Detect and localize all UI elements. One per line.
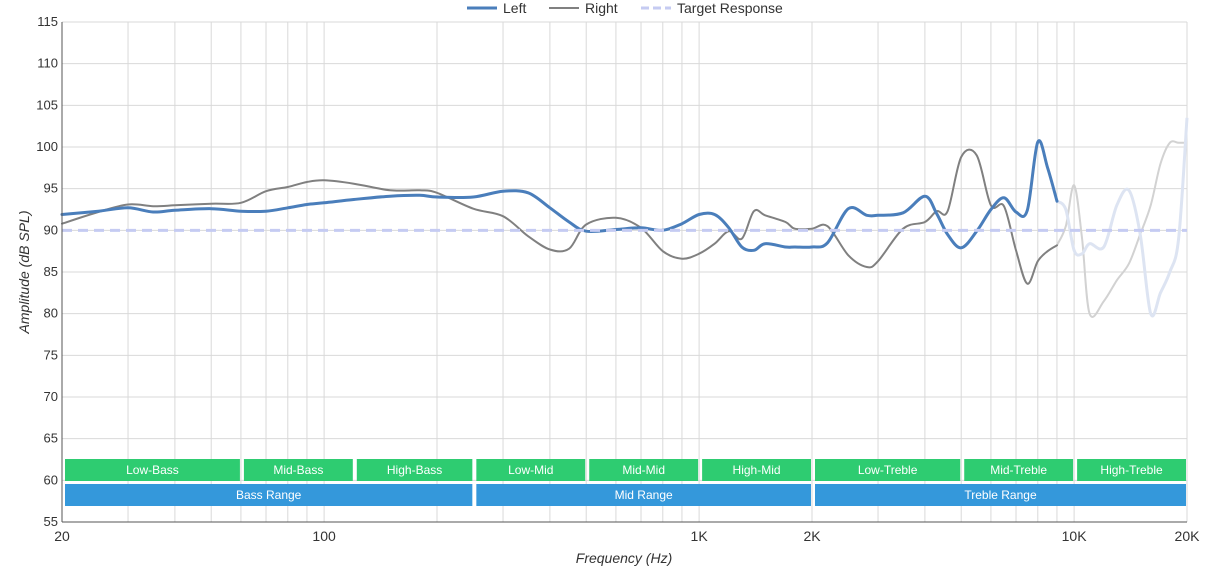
- band-label: Mid-Bass: [273, 463, 323, 477]
- y-tick-label: 65: [44, 431, 58, 446]
- y-tick-label: 75: [44, 347, 58, 362]
- band-box: [476, 459, 586, 481]
- band-label: High-Treble: [1100, 463, 1163, 477]
- band-label: Mid-Mid: [622, 463, 665, 477]
- y-tick-label: 85: [44, 264, 58, 279]
- y-tick-label: 55: [44, 514, 58, 529]
- band-box: [589, 459, 699, 481]
- x-tick-label: 2K: [803, 528, 821, 544]
- y-axis-label: Amplitude (dB SPL): [16, 211, 32, 335]
- x-tick-label: 10K: [1062, 528, 1088, 544]
- y-tick-label: 90: [44, 222, 58, 237]
- legend-label: Right: [585, 0, 618, 16]
- band-box: [702, 459, 811, 481]
- y-tick-label: 60: [44, 472, 58, 487]
- y-tick-label: 95: [44, 181, 58, 196]
- grid: [61, 21, 1188, 523]
- x-tick-label: 1K: [691, 528, 709, 544]
- right-series-faded-line: [1056, 140, 1187, 318]
- band-label: Mid Range: [615, 488, 673, 502]
- x-tick-label: 20: [54, 528, 70, 544]
- series-lines: [60, 117, 1189, 318]
- band-box: [815, 459, 961, 481]
- frequency-bands: Low-Bass Mid-Bass High-Bass Low-Mid Mid-Mid H…: [65, 459, 1186, 506]
- left-series-line: [60, 139, 1059, 253]
- band-box: [65, 484, 473, 506]
- band-label: Mid-Treble: [990, 463, 1047, 477]
- y-tick-label: 100: [36, 139, 58, 154]
- band-box: [356, 459, 473, 481]
- band-label: Treble Range: [964, 488, 1037, 502]
- band-label: Low-Treble: [858, 463, 918, 477]
- band-box: [964, 459, 1074, 481]
- legend-label: Target Response: [677, 0, 783, 16]
- x-tick-label: 20K: [1175, 528, 1201, 544]
- left-series-faded-line: [1055, 117, 1189, 318]
- band-label: High-Bass: [387, 463, 442, 477]
- axes: 55 60 65 70 75 80 85 90 95 100 105 110 115 20 100 1K 2K 1…: [36, 14, 1200, 544]
- y-tick-label: 110: [37, 56, 58, 71]
- band-label: High-Mid: [733, 463, 781, 477]
- y-tick-label: 105: [36, 97, 58, 112]
- legend-label: Left: [503, 0, 526, 16]
- y-tick-label: 115: [37, 14, 58, 29]
- band-label: Bass Range: [236, 488, 302, 502]
- band-box: [1077, 459, 1186, 481]
- x-axis-label: Frequency (Hz): [576, 550, 672, 566]
- band-label: Low-Mid: [508, 463, 553, 477]
- band-box: [243, 459, 353, 481]
- band-box: [65, 459, 240, 481]
- x-tick-label: 100: [312, 528, 336, 544]
- band-box: [476, 484, 811, 506]
- band-label: Low-Bass: [126, 463, 179, 477]
- legend: Left Right Target Response: [467, 0, 783, 16]
- y-tick-label: 70: [44, 389, 58, 404]
- band-box: [815, 484, 1186, 506]
- y-tick-label: 80: [44, 306, 58, 321]
- right-series-line: [61, 148, 1058, 285]
